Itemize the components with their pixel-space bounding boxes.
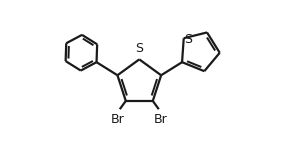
Text: Br: Br — [111, 113, 125, 126]
Text: S: S — [185, 33, 193, 46]
Text: Br: Br — [154, 113, 168, 126]
Text: S: S — [135, 42, 143, 55]
